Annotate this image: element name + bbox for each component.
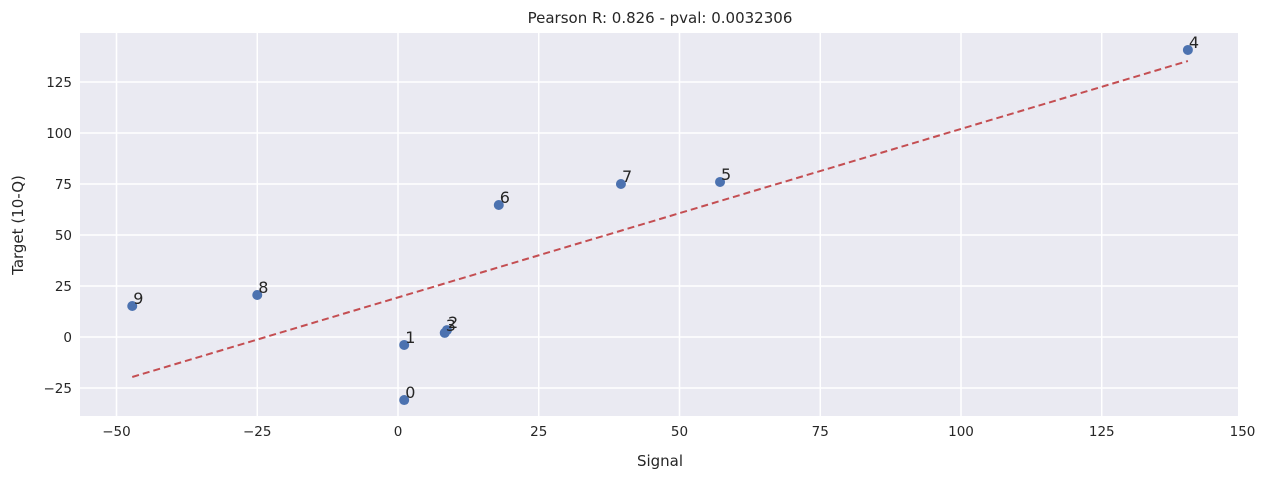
x-tick-label: 100: [948, 424, 974, 440]
y-tick-label: 0: [63, 330, 72, 346]
y-tick-label: −25: [44, 381, 73, 397]
x-tick-label: 25: [530, 424, 547, 440]
y-tick-label: 50: [55, 228, 72, 244]
regression-line: [131, 60, 1189, 378]
data-point: 7: [615, 167, 632, 189]
y-tick-label: 75: [55, 177, 72, 193]
data-point: 6: [493, 188, 510, 211]
data-point: 8: [252, 278, 268, 300]
point-label: 9: [133, 289, 143, 308]
chart-title: Pearson R: 0.826 - pval: 0.0032306: [528, 9, 793, 27]
y-tick-label: 25: [55, 279, 72, 295]
x-tick-label: 150: [1230, 424, 1256, 440]
data-point: 1: [399, 328, 415, 350]
data-point: 0: [399, 383, 415, 406]
x-tick-label: 0: [394, 424, 403, 440]
data-point: 4: [1182, 33, 1199, 55]
point-label: 0: [405, 383, 415, 402]
point-label: 5: [721, 165, 731, 184]
point-label: 8: [258, 278, 268, 297]
x-axis-label: Signal: [637, 452, 683, 470]
y-axis-label: Target (10-Q): [9, 175, 27, 276]
x-tick-label: 125: [1089, 424, 1115, 440]
x-tick-label: −25: [243, 424, 272, 440]
x-tick-label: −50: [102, 424, 131, 440]
point-label: 6: [500, 188, 510, 207]
data-point: 5: [715, 165, 731, 187]
x-tick-label: 50: [671, 424, 688, 440]
y-tick-label: 125: [46, 75, 72, 91]
y-tick-label: 100: [46, 126, 72, 142]
point-label: 7: [622, 167, 632, 186]
plot-area: [80, 33, 1238, 416]
data-point: 9: [127, 289, 143, 311]
point-label: 2: [448, 313, 458, 332]
point-label: 4: [1189, 33, 1199, 52]
gridlines: [80, 33, 1244, 416]
data-point: 3: [439, 316, 456, 338]
point-label: 3: [446, 316, 456, 335]
x-tick-label: 75: [812, 424, 829, 440]
point-label: 1: [405, 328, 415, 347]
